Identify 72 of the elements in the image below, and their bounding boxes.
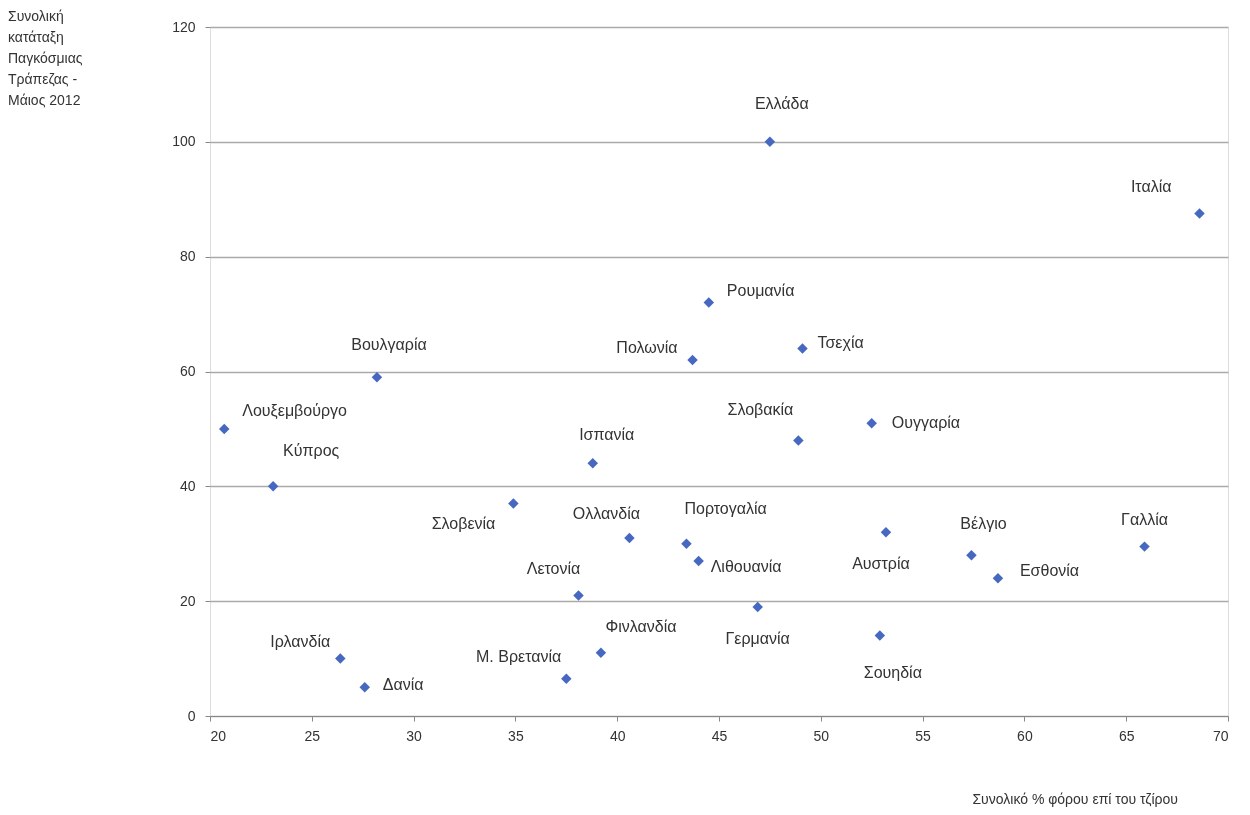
y-tick-label: 120 xyxy=(172,18,196,35)
x-tick-label: 35 xyxy=(508,727,524,744)
x-tick-label: 20 xyxy=(210,727,227,744)
y-tick-label: 80 xyxy=(179,248,196,265)
annotation: Λουξεμβούργο xyxy=(242,401,348,420)
point xyxy=(797,343,808,354)
y-tick-label: 60 xyxy=(179,363,196,379)
x-tick-label: 65 xyxy=(1118,727,1135,744)
y-tick-label: 0 xyxy=(187,707,196,724)
x-tick-label: 50 xyxy=(813,727,830,744)
annotation: Ολλανδία xyxy=(572,505,640,523)
annotation: Ιταλία xyxy=(1130,177,1172,195)
text: Συνολική κατάταξη Παγκόσμιας Τράπεζας - Μάιος 2012 xyxy=(8,8,83,108)
point xyxy=(1194,208,1205,219)
annotation: Ελλάδα xyxy=(754,94,809,112)
point xyxy=(267,481,279,492)
point xyxy=(687,354,698,366)
point xyxy=(703,297,715,308)
x-tick-label: 25 xyxy=(304,727,321,744)
point xyxy=(573,590,584,601)
point xyxy=(624,532,635,544)
x-tick-label: 60 xyxy=(1017,727,1033,744)
point xyxy=(1139,541,1150,552)
annotation: Τσεχία xyxy=(817,333,864,351)
point xyxy=(693,555,704,567)
annotation: Ουγγαρία xyxy=(891,414,961,432)
annotation: Πορτογαλία xyxy=(684,499,767,517)
annotation: Ισπανία xyxy=(579,426,635,444)
annotation: Αυστρία xyxy=(852,555,910,573)
point xyxy=(793,435,804,446)
annotation: Γαλλία xyxy=(1121,510,1168,528)
annotation: Βέλγιο xyxy=(960,515,1007,533)
point xyxy=(335,653,346,664)
point xyxy=(561,673,572,684)
point xyxy=(587,458,599,469)
annotation: Λετονία xyxy=(526,560,581,578)
point xyxy=(595,647,607,659)
y-tick-label: 20 xyxy=(179,592,196,609)
annotation: Λιθουανία xyxy=(710,557,782,575)
x-tick-label: 30 xyxy=(406,727,423,744)
point xyxy=(874,630,886,641)
point xyxy=(219,423,230,435)
point xyxy=(371,372,383,383)
point xyxy=(752,601,763,613)
annotation: Κύπρος xyxy=(283,442,340,460)
annotation: Εσθονία xyxy=(1019,562,1080,580)
annotation: Σουηδία xyxy=(863,663,922,681)
point xyxy=(508,498,519,509)
annotation: Μ. Βρετανία xyxy=(476,647,562,665)
point xyxy=(764,136,776,148)
annotation: Φινλανδία xyxy=(605,617,677,635)
point xyxy=(880,527,892,538)
x-tick-label: 40 xyxy=(609,727,626,744)
y-tick-label: 40 xyxy=(179,477,196,494)
annotation: Ιρλανδία xyxy=(270,632,331,650)
point xyxy=(992,572,1004,584)
annotation: Δανία xyxy=(382,676,424,694)
point xyxy=(359,682,370,693)
x-tick-label: 55 xyxy=(915,727,932,744)
point xyxy=(681,538,692,549)
point xyxy=(866,417,877,429)
x-tick-label: 45 xyxy=(711,727,728,744)
annotation: Πολωνία xyxy=(616,339,678,357)
x-tick-label: 70 xyxy=(1212,727,1229,744)
x-axis-title: Συνολικό % φόρου επί του τζίρου xyxy=(972,791,1178,807)
y-tick-label: 100 xyxy=(172,133,196,150)
annotation: Βουλγαρία xyxy=(351,336,427,354)
annotation: Γερμανία xyxy=(725,629,790,647)
annotation: Ρουμανία xyxy=(726,281,795,299)
annotation: Σλοβακία xyxy=(727,401,794,419)
annotation: Σλοβενία xyxy=(431,514,496,532)
point xyxy=(966,549,977,561)
